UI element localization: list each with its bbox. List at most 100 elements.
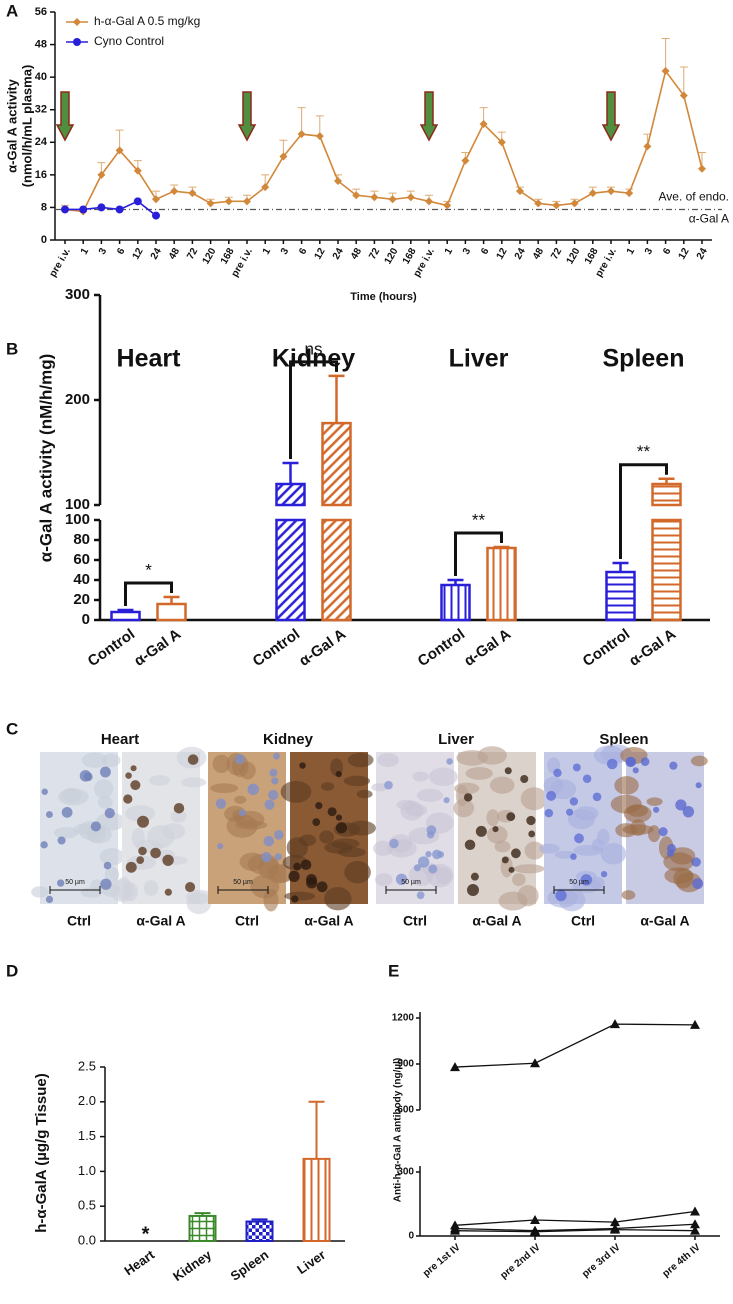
- marker: [352, 191, 361, 200]
- micrograph-nucleus: [41, 788, 48, 795]
- micrograph-texture: [81, 752, 108, 768]
- micrograph-nucleus: [544, 808, 554, 818]
- bar: [302, 1157, 331, 1242]
- marker: [297, 130, 306, 139]
- micrograph-nucleus: [389, 838, 399, 849]
- error-bar: [612, 561, 629, 572]
- micrograph-nucleus: [600, 870, 608, 878]
- marker: [73, 38, 81, 46]
- x-tick-label: Kidney: [170, 1247, 215, 1285]
- micrograph-nucleus: [566, 808, 574, 816]
- micrograph-nucleus: [293, 862, 302, 871]
- micrograph-nucleus: [640, 757, 650, 766]
- micrograph-texture: [280, 780, 312, 803]
- marker: [552, 201, 561, 210]
- micrograph-nucleus: [443, 797, 450, 804]
- micrograph-texture: [347, 752, 374, 768]
- micrograph-nucleus: [104, 808, 115, 819]
- bar: [275, 518, 306, 622]
- marker: [534, 199, 543, 208]
- y-tick-label: 32: [35, 104, 47, 116]
- micrograph-nucleus: [384, 780, 393, 790]
- caption: α-Gal A: [304, 913, 353, 929]
- micrograph-texture: [454, 782, 480, 795]
- x-tick-label: 1: [79, 246, 92, 257]
- bar: [188, 1214, 217, 1242]
- marker: [133, 166, 142, 175]
- micrograph-nucleus: [264, 799, 275, 810]
- micrograph-texture: [524, 841, 545, 860]
- marker: [530, 1058, 540, 1068]
- x-tick-label: 72: [549, 246, 564, 262]
- scale-label: 50 µm: [65, 879, 85, 886]
- micrograph-nucleus: [185, 881, 196, 893]
- marker: [661, 67, 670, 76]
- marker: [497, 138, 506, 147]
- micrograph-texture: [549, 779, 577, 800]
- x-tick-label: 168: [401, 246, 419, 266]
- scale-bar: [217, 886, 269, 894]
- micrograph-nucleus: [234, 754, 245, 765]
- micrograph-texture: [371, 783, 388, 792]
- micrograph-nucleus: [327, 807, 337, 817]
- micrograph-nucleus: [56, 879, 65, 887]
- bar: [245, 1220, 274, 1242]
- scale-bar: [553, 886, 605, 894]
- error-bar: [679, 66, 688, 96]
- micrograph-nucleus: [215, 798, 227, 809]
- marker: [588, 189, 597, 198]
- x-tick-label: 6: [661, 246, 674, 257]
- micrograph-nucleus: [418, 856, 430, 868]
- scale-label: 50 µm: [401, 879, 421, 886]
- tissue-title: Heart: [101, 731, 139, 748]
- x-tick-label: 168: [219, 246, 237, 266]
- error-bar: [163, 595, 180, 604]
- micrograph-nucleus: [268, 789, 279, 801]
- micrograph-texture: [210, 783, 239, 794]
- micrograph-nucleus: [162, 854, 174, 866]
- micrograph-nucleus: [504, 767, 512, 775]
- micrograph-texture: [614, 776, 639, 795]
- micrograph-nucleus: [130, 765, 137, 772]
- x-tick-label: 24: [331, 246, 346, 262]
- micrograph-nucleus: [137, 815, 150, 828]
- micrograph-texture: [104, 866, 120, 883]
- y-axis-label: Anti-h-α-Gal A antibody (ng/µl): [393, 1058, 404, 1202]
- scale-label: 50 µm: [569, 879, 589, 886]
- micrograph-nucleus: [692, 878, 704, 890]
- marker: [450, 1062, 460, 1072]
- x-tick-label: Liver: [294, 1247, 328, 1277]
- micrograph-texture: [143, 880, 159, 896]
- micrograph-nucleus: [335, 814, 343, 821]
- micrograph-nucleus: [40, 841, 48, 849]
- group-title: Liver: [449, 345, 509, 373]
- x-tick-label: 12: [677, 246, 692, 262]
- micrograph-nucleus: [99, 766, 111, 778]
- dose-arrow: [55, 91, 75, 142]
- series-line: [454, 1223, 696, 1232]
- y-tick-label: 1200: [392, 1013, 415, 1024]
- caption: α-Gal A: [472, 913, 521, 929]
- caption: Ctrl: [571, 913, 595, 929]
- marker: [443, 201, 452, 210]
- micrograph-texture: [456, 750, 488, 766]
- marker: [690, 1219, 700, 1229]
- micrograph-nucleus: [187, 754, 199, 765]
- micrograph-nucleus: [653, 806, 660, 813]
- marker: [698, 164, 706, 173]
- x-tick-label: 72: [367, 246, 382, 262]
- micrograph-nucleus: [508, 866, 515, 873]
- micrograph-nucleus: [470, 872, 479, 881]
- marker: [610, 1217, 620, 1227]
- y-tick-label: 20: [73, 591, 90, 608]
- error-bar: [194, 1212, 211, 1216]
- x-tick-label: 1: [625, 246, 638, 257]
- micrograph-nucleus: [606, 758, 618, 770]
- micrograph-nucleus: [667, 843, 677, 853]
- micrograph-nucleus: [316, 881, 328, 893]
- error-bar: [328, 374, 345, 424]
- micrograph-texture: [375, 873, 393, 887]
- x-tick-label: pre i.v.: [48, 246, 73, 279]
- micrograph-nucleus: [45, 895, 54, 904]
- micrograph-texture: [512, 873, 526, 887]
